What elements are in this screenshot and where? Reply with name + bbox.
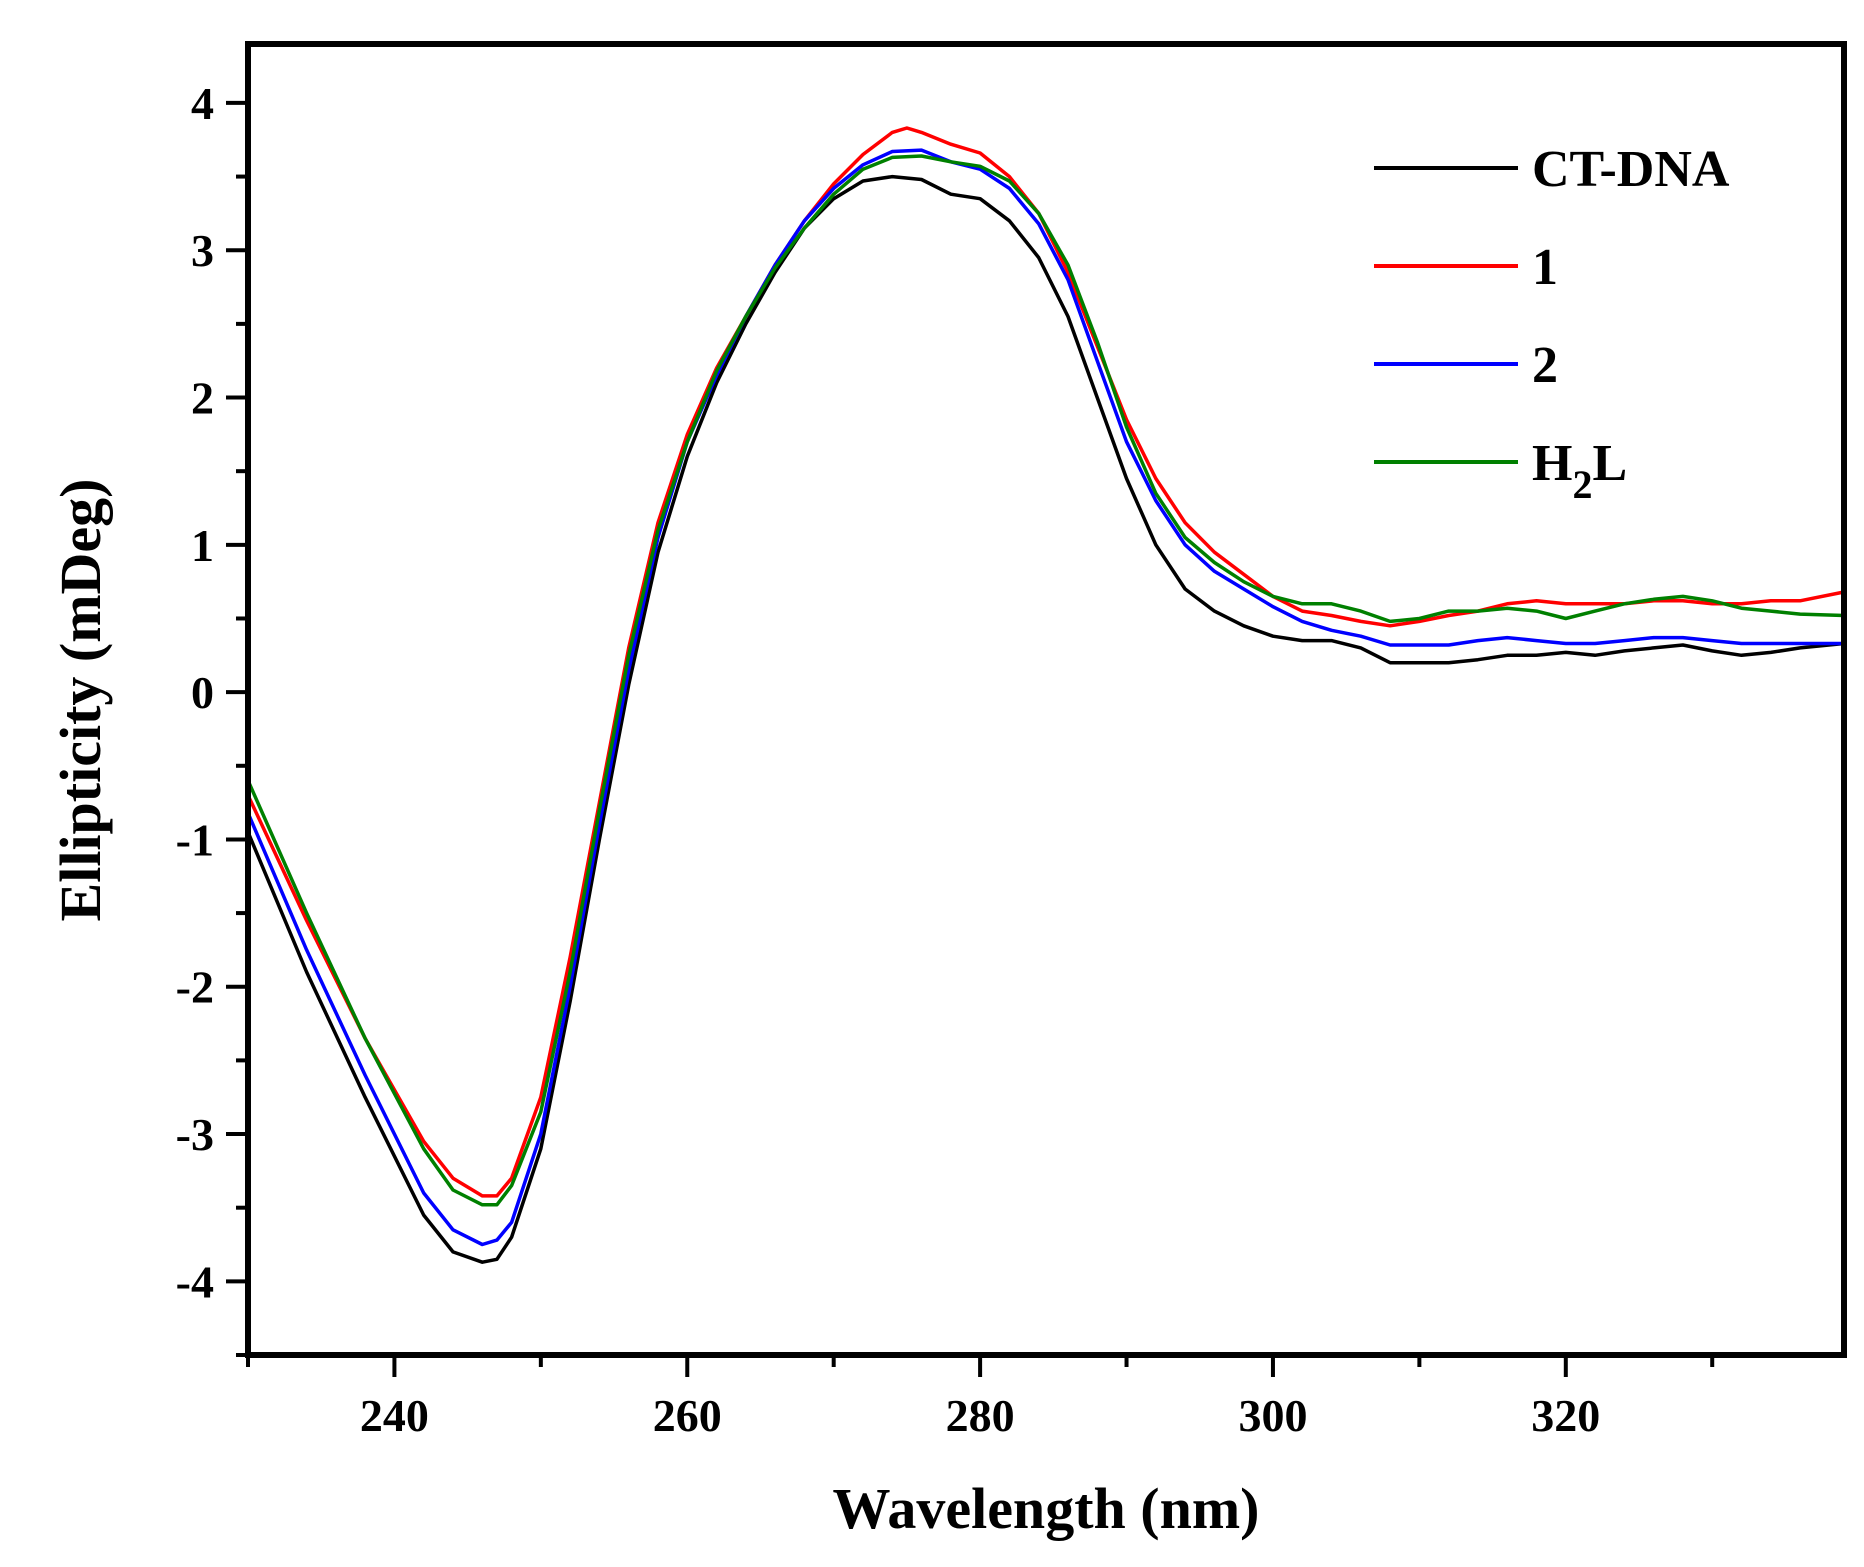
y-tick-label: -3 (176, 1109, 214, 1160)
plot-frame (245, 41, 1847, 1358)
legend-label-main: 1 (1532, 239, 1558, 296)
x-tick-label: 260 (653, 1390, 722, 1441)
y-tick-label: -2 (176, 962, 214, 1013)
y-tick-label: 3 (191, 225, 214, 276)
y-axis-title: Ellipticity (mDeg) (48, 479, 113, 922)
x-axis-title: Wavelength (nm) (833, 1476, 1260, 1541)
x-tick-label: 280 (946, 1390, 1015, 1441)
series-line-2 (246, 148, 1844, 1247)
series-layer (246, 126, 1845, 1264)
legend-label-subscript: 2 (1572, 462, 1592, 507)
y-tick-label: 4 (191, 78, 214, 129)
legend-label-main: H (1532, 435, 1572, 492)
y-tick-label: 0 (191, 667, 214, 718)
series-line-1 (246, 126, 1845, 1198)
y-tick-label: -1 (176, 814, 214, 865)
x-tick-label: 320 (1531, 1390, 1600, 1441)
legend-label-0: CT-DNA (1532, 141, 1730, 198)
legend-label-2: 2 (1532, 337, 1558, 394)
x-axis-ticks: 240 260 280 300 320 (246, 1355, 1715, 1441)
x-tick-label: 300 (1238, 1390, 1307, 1441)
series-line-3 (246, 154, 1845, 1207)
legend-label-main: 2 (1532, 337, 1558, 394)
y-axis-ticks: 4 3 2 1 0 -1 -2 -3 -4 (176, 78, 248, 1357)
y-tick-label: 1 (191, 520, 214, 571)
series-line-0 (246, 174, 1845, 1264)
legend-label-tail: L (1592, 435, 1627, 492)
legend-label-3: H2L (1532, 435, 1627, 507)
y-tick-label: 2 (191, 373, 214, 424)
legend-label-1: 1 (1532, 239, 1558, 296)
legend-label-main: CT-DNA (1532, 141, 1730, 198)
y-tick-label: -4 (176, 1256, 214, 1307)
x-tick-label: 240 (360, 1390, 429, 1441)
